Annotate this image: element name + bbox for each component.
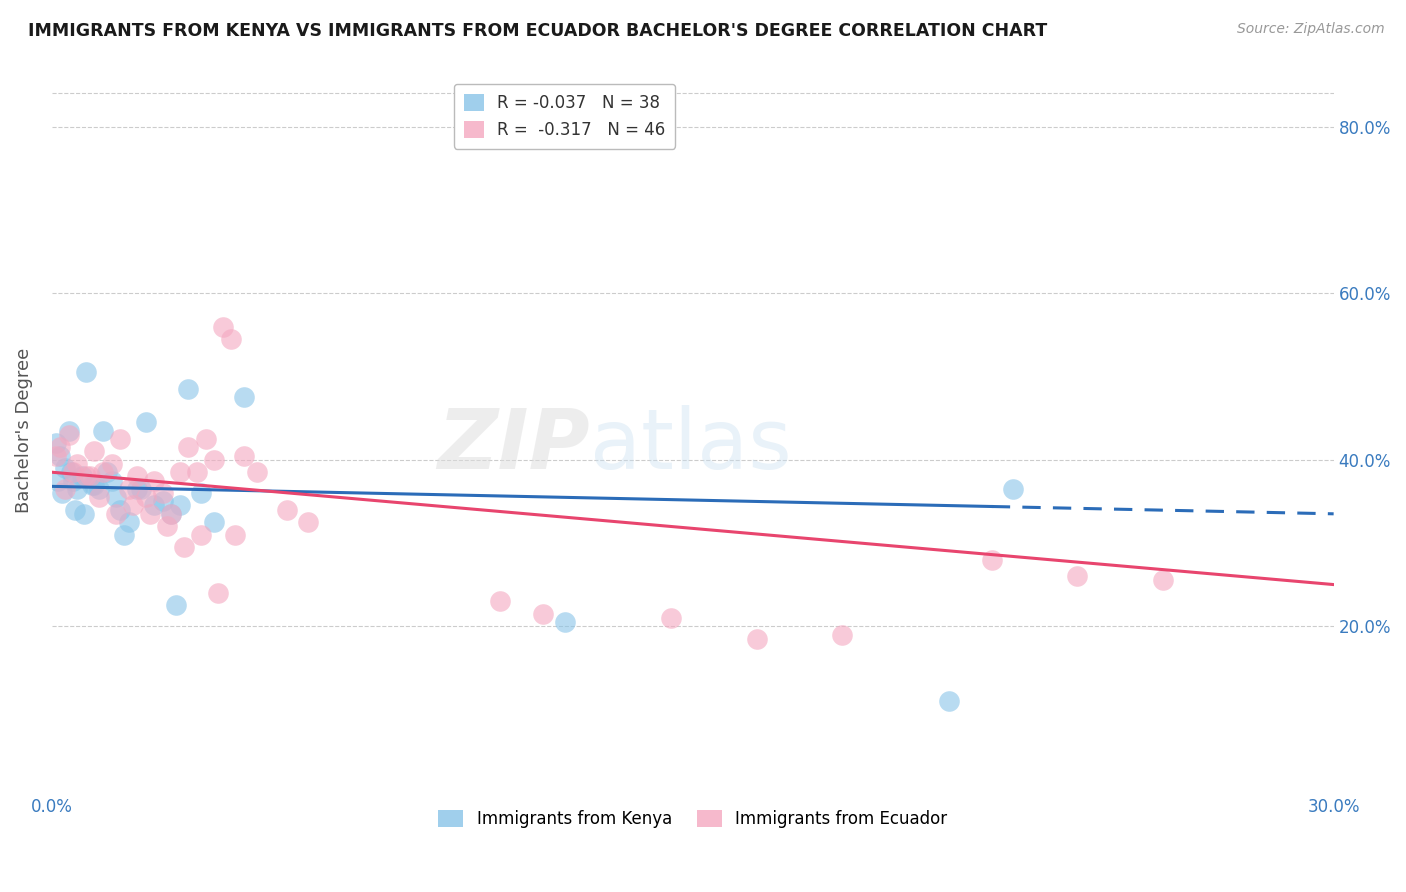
Point [938,694,960,708]
Point [75,365,97,379]
Point [53,461,76,475]
Point [1152,574,1174,588]
Text: ZIP: ZIP [437,405,591,485]
Point [169,499,191,513]
Point [104,490,127,504]
Point [62,465,84,479]
Point [49,440,72,454]
Point [118,482,141,496]
Point [127,469,149,483]
Point [173,540,195,554]
Point [82,477,104,491]
Point [143,474,166,488]
Point [160,507,183,521]
Point [489,594,512,608]
Point [49,449,72,463]
Point [87,482,110,496]
Point [135,415,157,429]
Point [659,611,682,625]
Point [112,527,135,541]
Point [122,499,145,513]
Point [233,390,256,404]
Point [745,632,768,646]
Point [66,457,89,471]
Point [45,436,67,450]
Point [190,486,212,500]
Point [160,507,183,521]
Point [118,515,141,529]
Point [831,627,853,641]
Point [202,452,225,467]
Point [297,515,319,529]
Point [553,615,575,629]
Point [127,482,149,496]
Point [66,482,89,496]
Point [65,502,87,516]
Point [62,474,84,488]
Point [246,465,269,479]
Point [276,502,298,516]
Point [190,527,212,541]
Point [165,599,187,613]
Point [194,432,217,446]
Point [211,319,233,334]
Point [143,499,166,513]
Point [207,586,229,600]
Point [980,552,1002,566]
Point [100,474,122,488]
Text: IMMIGRANTS FROM KENYA VS IMMIGRANTS FROM ECUADOR BACHELOR'S DEGREE CORRELATION C: IMMIGRANTS FROM KENYA VS IMMIGRANTS FROM… [28,22,1047,40]
Point [177,440,200,454]
Point [1066,569,1088,583]
Point [139,507,162,521]
Point [51,486,73,500]
Point [219,332,242,346]
Point [91,424,114,438]
Point [177,382,200,396]
Legend: Immigrants from Kenya, Immigrants from Ecuador: Immigrants from Kenya, Immigrants from E… [432,804,953,835]
Point [75,469,97,483]
Point [202,515,225,529]
Point [45,449,67,463]
Point [108,432,131,446]
Point [58,427,80,442]
Point [131,482,153,496]
Point [169,465,191,479]
Point [152,494,174,508]
Y-axis label: Bachelor's Degree: Bachelor's Degree [15,348,32,513]
Point [83,477,105,491]
Point [83,444,105,458]
Point [58,424,80,438]
Point [53,482,76,496]
Point [59,465,82,479]
Point [46,474,69,488]
Point [152,486,174,500]
Point [96,465,118,479]
Point [70,469,93,483]
Point [108,502,131,516]
Point [100,457,122,471]
Point [91,465,114,479]
Point [224,527,246,541]
Text: Source: ZipAtlas.com: Source: ZipAtlas.com [1237,22,1385,37]
Point [233,449,256,463]
Point [87,490,110,504]
Text: atlas: atlas [591,405,792,485]
Point [531,607,554,621]
Point [104,507,127,521]
Point [156,519,179,533]
Point [186,465,208,479]
Point [73,507,96,521]
Point [79,469,101,483]
Point [135,490,157,504]
Point [1002,482,1025,496]
